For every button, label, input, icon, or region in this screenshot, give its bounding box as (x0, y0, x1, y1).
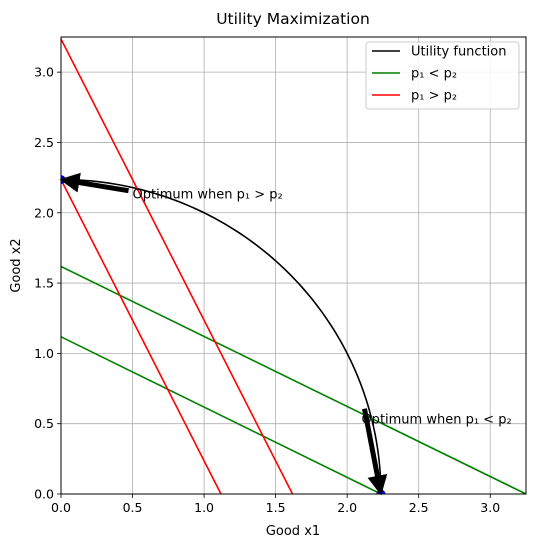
x-tick-label: 2.5 (409, 500, 429, 515)
budget-line-p1-lt-p2 (61, 336, 382, 494)
annotation-arrow (59, 172, 129, 194)
x-tick-label: 2.0 (337, 500, 357, 515)
legend-box (365, 41, 520, 110)
y-axis-ticks: 0.0 0.5 1.0 1.5 2.0 2.5 3.0 (34, 65, 61, 502)
x-tick-label: 1.0 (194, 500, 214, 515)
annotation-text: Optimum when p₁ > p₂ (133, 188, 283, 203)
budget-line-p1-gt-p2 (61, 179, 222, 494)
legend-label: p₁ < p₂ (411, 67, 457, 82)
annotations: Optimum when p₁ > p₂ Optimum when p₁ < p₂ (59, 172, 512, 496)
x-tick-label: 0.0 (51, 500, 71, 515)
y-tick-label: 1.0 (34, 346, 54, 361)
y-axis-label: Good x2 (9, 238, 24, 292)
x-tick-label: 1.5 (266, 500, 286, 515)
y-tick-label: 1.5 (34, 276, 54, 291)
x-tick-label: 3.0 (480, 500, 500, 515)
legend: Utility function p₁ < p₂ p₁ > p₂ (365, 41, 520, 110)
budget-line-p1-lt-p2 (61, 265, 526, 494)
y-tick-label: 3.0 (34, 65, 54, 80)
x-tick-label: 0.5 (123, 500, 143, 515)
legend-label: p₁ > p₂ (411, 89, 457, 104)
legend-label: Utility function (411, 45, 506, 60)
y-tick-label: 0.0 (34, 487, 54, 502)
plot-frame (60, 36, 527, 495)
y-tick-label: 2.0 (34, 205, 54, 220)
chart-title: Utility Maximization (216, 10, 370, 28)
y-tick-label: 2.5 (34, 135, 54, 150)
annotation-arrow (362, 408, 388, 496)
utility-curve (61, 178, 382, 494)
x-axis-label: Good x1 (266, 524, 320, 539)
y-tick-label: 0.5 (34, 416, 54, 431)
x-axis-ticks: 0.0 0.5 1.0 1.5 2.0 2.5 3.0 (51, 494, 500, 515)
annotation-text: Optimum when p₁ < p₂ (361, 413, 511, 428)
budget-line-p1-gt-p2 (61, 38, 294, 494)
